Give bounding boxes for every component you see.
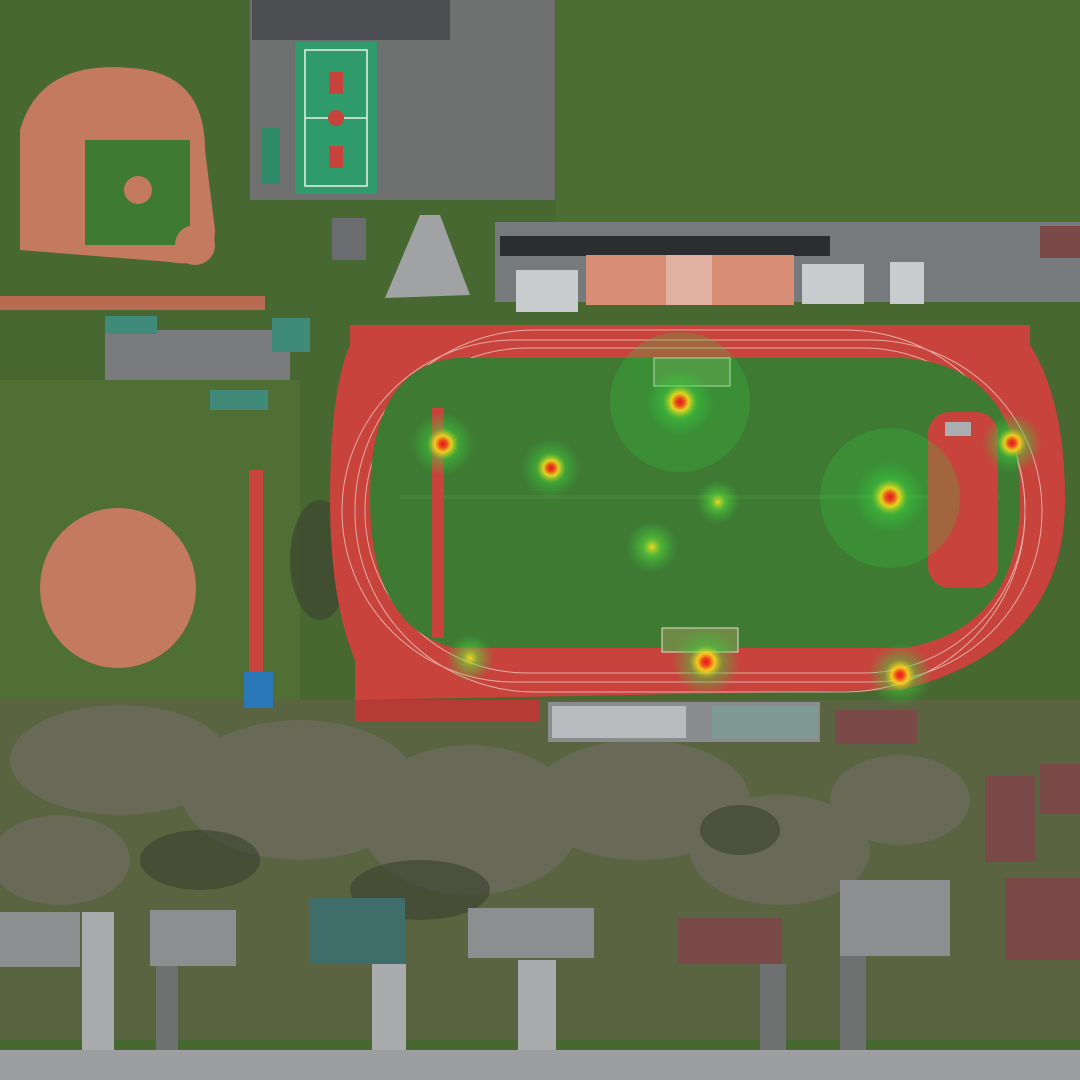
heat-hotspot-northeast-track — [982, 413, 1042, 473]
north-field-grass — [556, 0, 1080, 225]
running-track — [330, 325, 1065, 700]
houses — [0, 764, 1080, 967]
basketball-court — [295, 42, 377, 194]
heatmap-overlay — [411, 332, 1042, 707]
west-service-lot — [105, 330, 290, 380]
heat-hotspot-west-midfield — [521, 438, 581, 498]
track-south-apron — [355, 700, 540, 722]
heat-hotspot-northwest-goal — [411, 412, 475, 476]
softball-infield — [40, 508, 196, 668]
heat-hotspot-east-infield — [854, 461, 926, 533]
heat-hotspot-southeast-gate — [868, 643, 932, 707]
north-bleachers — [500, 236, 924, 312]
tree-canopy — [0, 705, 970, 905]
long-jump-runway — [249, 470, 263, 675]
heat-hotspot-center-south — [626, 521, 678, 573]
outbuildings — [105, 128, 1080, 410]
south-bleachers — [548, 702, 917, 744]
baseball-diamond — [20, 67, 215, 265]
heat-hotspot-southwest-track — [446, 634, 494, 682]
heat-hotspot-south-track — [672, 628, 740, 696]
heat-hotspot-north-endzone — [646, 368, 714, 436]
heat-hotspot-center-field — [696, 480, 740, 524]
blue-tarp — [244, 672, 273, 708]
north-parking-dark — [252, 0, 450, 40]
driveways — [82, 912, 866, 1058]
outfield-fence-track — [0, 296, 265, 310]
street — [0, 1050, 1080, 1080]
